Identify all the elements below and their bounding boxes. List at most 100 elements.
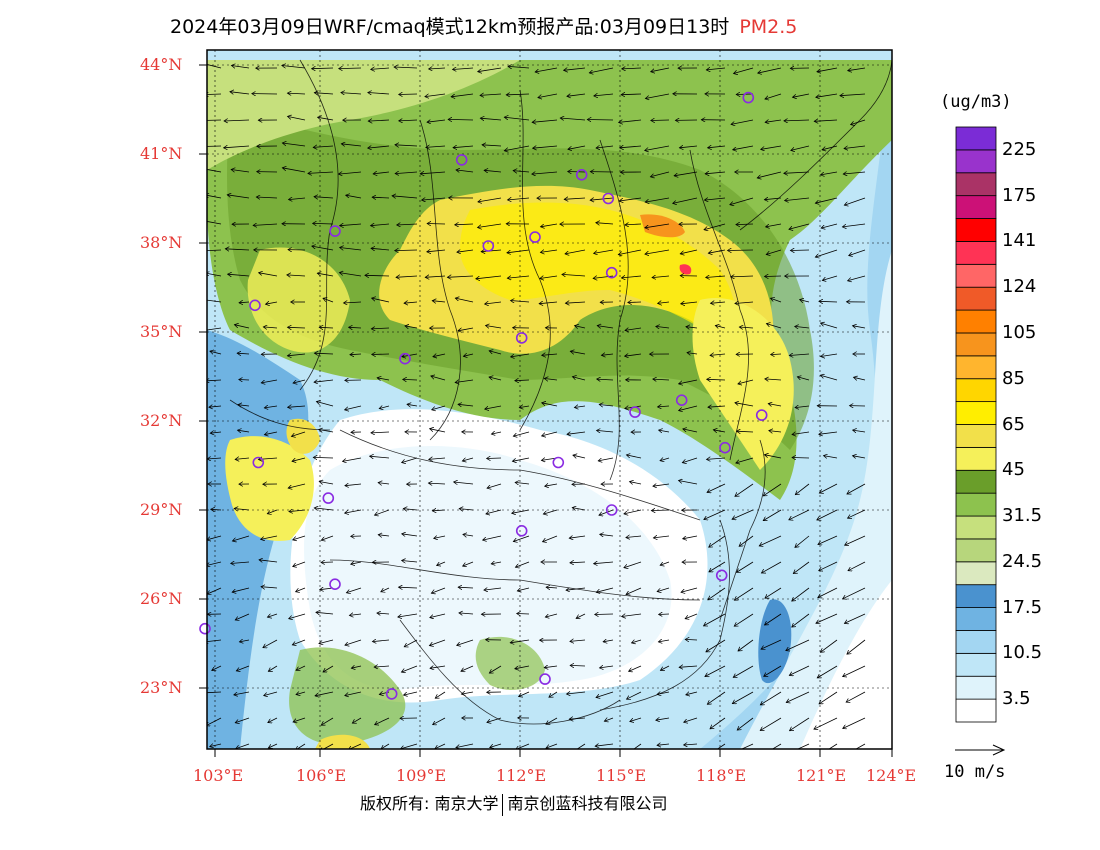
wind-arrow — [504, 145, 530, 151]
wind-arrow — [764, 665, 782, 676]
wind-arrow — [371, 68, 390, 69]
wind-arrow — [425, 276, 446, 277]
wind-arrow — [760, 691, 782, 705]
legend-label: 10.5 — [1002, 642, 1043, 664]
wind-arrow — [569, 536, 586, 538]
wind-arrow — [784, 172, 810, 173]
wind-arrow — [734, 587, 754, 600]
wind-arrow — [432, 510, 446, 511]
wind-arrow — [397, 224, 418, 225]
wind-arrow — [587, 120, 614, 121]
wind-arrow — [263, 327, 278, 328]
wind-arrow — [476, 275, 502, 279]
wind-arrow — [485, 302, 502, 304]
wind-arrow — [795, 406, 810, 408]
wind-arrow — [207, 169, 222, 173]
wind-arrow — [651, 120, 670, 121]
wind-arrow — [540, 250, 558, 252]
wind-arrow — [685, 613, 698, 619]
wind-arrow — [789, 509, 810, 520]
wind-arrow — [683, 535, 698, 539]
legend-label: 17.5 — [1002, 596, 1043, 618]
wind-arrow — [814, 120, 838, 121]
wind-arrow — [847, 639, 866, 654]
wind-arrow — [435, 691, 446, 698]
wind-arrow — [346, 195, 362, 199]
wind-arrow — [224, 120, 250, 121]
wind-arrow — [817, 665, 838, 678]
wind-arrow — [207, 249, 222, 252]
wind-arrow — [735, 483, 754, 496]
station-marker — [755, 409, 768, 421]
wind-arrow — [486, 509, 502, 514]
wind-arrow — [567, 94, 586, 96]
wind-arrow — [282, 143, 306, 147]
wind-arrow — [392, 196, 418, 198]
legend-label: 124 — [1002, 276, 1037, 298]
wind-arrow — [434, 536, 446, 538]
wind-arrow — [224, 146, 250, 148]
south-green-2 — [475, 636, 545, 690]
wind-arrow — [707, 458, 726, 459]
wind-arrow — [795, 326, 810, 328]
wind-arrow — [352, 717, 362, 723]
legend-swatch — [955, 492, 997, 517]
lat-label-29: 29°N — [140, 500, 183, 519]
legend-swatch — [955, 446, 997, 471]
wind-arrow — [789, 665, 810, 675]
legend-label: 105 — [1002, 321, 1037, 343]
wind-arrow — [379, 406, 390, 409]
wind-arrow — [427, 224, 446, 225]
wind-arrow — [340, 248, 362, 251]
wind-arrow — [207, 328, 222, 331]
wind-arrow — [710, 717, 726, 729]
legend-swatch — [955, 561, 997, 586]
wind-arrow — [288, 116, 306, 121]
axis-ticks — [199, 64, 893, 757]
wind-arrow — [312, 68, 334, 69]
wind-arrow — [234, 325, 250, 329]
wind-arrow — [400, 743, 418, 749]
wind-arrow — [232, 587, 250, 592]
wind-arrow — [207, 221, 222, 225]
wind-arrow — [565, 249, 586, 254]
wind-arrow — [345, 405, 362, 410]
wind-arrow — [819, 432, 838, 434]
red-spot — [679, 264, 692, 275]
wind-arrow — [543, 509, 558, 514]
wind-arrow — [209, 406, 222, 407]
wind-arrow — [704, 223, 726, 230]
wind-arrow — [259, 273, 278, 277]
wind-arrow — [656, 718, 670, 720]
wind-arrow — [351, 562, 362, 564]
wind-arrow — [789, 223, 810, 229]
wind-arrow — [846, 691, 866, 702]
wind-arrow — [679, 379, 698, 384]
wind-arrow — [339, 273, 362, 277]
sea-clean — [740, 250, 892, 749]
wind-arrow — [234, 509, 250, 511]
wind-arrow — [821, 223, 838, 228]
wind-arrow — [596, 223, 614, 224]
wind-arrow — [351, 666, 362, 668]
wind-arrow — [533, 146, 558, 148]
wind-arrow — [430, 429, 446, 433]
wind-arrow — [489, 665, 502, 673]
wind-arrow — [227, 195, 250, 199]
color-legend — [955, 126, 997, 723]
wind-arrow — [765, 587, 782, 598]
wind-arrow — [679, 146, 698, 148]
wind-arrow — [758, 67, 782, 73]
wind-arrow — [546, 743, 558, 748]
wind-arrow — [491, 432, 502, 434]
wind-arrow — [630, 482, 642, 484]
wind-arrow — [508, 66, 530, 68]
wind-arrow — [375, 509, 390, 515]
wind-arrow — [568, 172, 586, 173]
wind-arrow — [429, 639, 446, 646]
wind-arrow — [653, 484, 670, 486]
wind-arrow — [619, 120, 642, 122]
wind-arrow — [456, 743, 474, 748]
wind-arrow — [542, 354, 558, 355]
lon-label-112: 112°E — [496, 766, 547, 785]
